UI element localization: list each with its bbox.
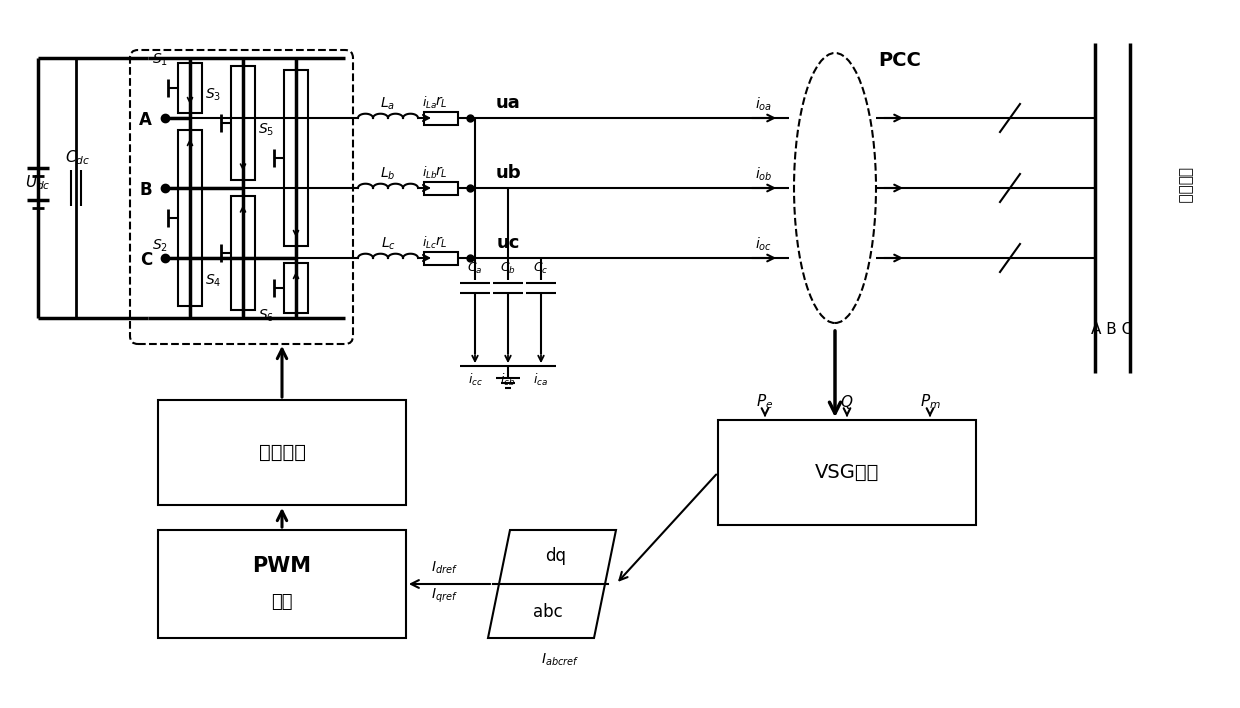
Bar: [157, 530, 405, 638]
Text: ub: ub: [495, 164, 521, 182]
Text: $i_{ob}$: $i_{ob}$: [755, 165, 773, 183]
Bar: [157, 400, 405, 505]
Text: A: A: [139, 111, 153, 129]
Text: $L_c$: $L_c$: [381, 236, 396, 252]
Bar: [424, 111, 458, 125]
Text: $P_e$: $P_e$: [756, 393, 774, 411]
Text: abc: abc: [533, 603, 563, 621]
Text: $r_L$: $r_L$: [435, 94, 448, 110]
Polygon shape: [489, 530, 616, 638]
Text: $S_6$: $S_6$: [258, 308, 274, 324]
Text: ua: ua: [496, 94, 521, 112]
Bar: [179, 63, 202, 113]
Bar: [718, 420, 976, 525]
Text: uc: uc: [496, 234, 520, 252]
Bar: [231, 196, 255, 309]
Text: $i_{cc}$: $i_{cc}$: [467, 372, 482, 388]
Text: $r_L$: $r_L$: [435, 164, 448, 180]
Text: $C_a$: $C_a$: [467, 261, 482, 275]
Text: C: C: [140, 251, 153, 269]
Text: $i_{Lb}$: $i_{Lb}$: [423, 165, 438, 181]
Text: $I_{abcref}$: $I_{abcref}$: [541, 652, 579, 668]
Text: 驱动电路: 驱动电路: [258, 443, 305, 462]
Text: $L_b$: $L_b$: [381, 166, 396, 182]
Text: VSG控制: VSG控制: [815, 463, 879, 482]
Text: $S_3$: $S_3$: [205, 87, 221, 103]
Text: $r_L$: $r_L$: [435, 234, 448, 250]
Text: $S_5$: $S_5$: [258, 122, 274, 138]
Text: $C_{dc}$: $C_{dc}$: [66, 149, 91, 167]
Text: PCC: PCC: [879, 50, 921, 69]
Bar: [231, 67, 255, 180]
Text: 调制: 调制: [272, 593, 293, 611]
Text: B: B: [139, 181, 153, 199]
Text: $U_{dc}$: $U_{dc}$: [25, 173, 51, 193]
Text: $i_{Lc}$: $i_{Lc}$: [423, 235, 438, 251]
Text: $i_{ca}$: $i_{ca}$: [533, 372, 548, 388]
Text: $I_{dref}$: $I_{dref}$: [430, 560, 458, 576]
Bar: [284, 70, 308, 246]
Text: $Q$: $Q$: [841, 393, 853, 411]
Text: $S_2$: $S_2$: [153, 238, 167, 254]
Text: $i_{cb}$: $i_{cb}$: [500, 372, 516, 388]
Bar: [424, 251, 458, 265]
Text: $i_{oc}$: $i_{oc}$: [755, 235, 773, 253]
Text: PWM: PWM: [253, 556, 311, 576]
Text: A B C: A B C: [1091, 323, 1132, 338]
Bar: [284, 263, 308, 313]
Text: dq: dq: [546, 547, 567, 565]
Text: $i_{La}$: $i_{La}$: [423, 95, 438, 111]
Text: $C_b$: $C_b$: [500, 261, 516, 275]
Text: 公共母线: 公共母线: [1178, 167, 1193, 203]
Text: $P_m$: $P_m$: [920, 393, 940, 411]
Text: $I_{qref}$: $I_{qref}$: [430, 587, 458, 605]
Text: $i_{oa}$: $i_{oa}$: [755, 96, 773, 113]
Text: $S_1$: $S_1$: [153, 52, 169, 68]
Bar: [424, 181, 458, 195]
Text: $C_c$: $C_c$: [533, 261, 549, 275]
Text: $S_4$: $S_4$: [205, 273, 221, 289]
Bar: [179, 130, 202, 306]
Text: $L_a$: $L_a$: [381, 96, 396, 112]
